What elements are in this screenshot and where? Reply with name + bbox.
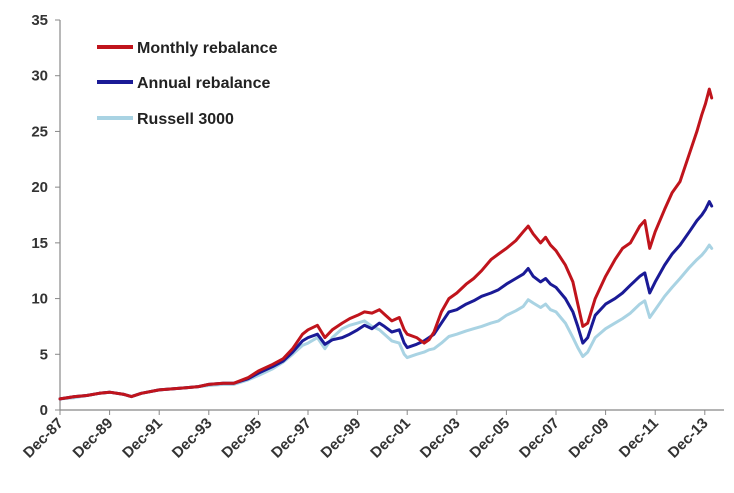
x-tick-label: Dec-05 [466, 415, 513, 462]
x-tick-label: Dec-13 [665, 415, 712, 462]
y-axis-ticks: 0 5 10 15 20 25 30 35 [31, 12, 60, 419]
x-tick-label: Dec-95 [218, 415, 265, 462]
chart-axes [59, 20, 724, 411]
x-tick-label: Dec-09 [566, 415, 613, 462]
y-tick-label: 15 [31, 235, 48, 252]
x-tick-label: Dec-03 [417, 415, 464, 462]
series-line-monthly-rebalance [58, 87, 714, 401]
chart-legend: Monthly rebalance Annual rebalance Russell… [97, 40, 278, 128]
legend-label: Monthly rebalance [137, 40, 278, 57]
y-tick-label: 10 [31, 291, 48, 308]
series-lines [58, 87, 714, 401]
x-tick-label: Dec-07 [516, 415, 563, 462]
x-tick-label: Dec-97 [268, 415, 315, 462]
y-tick-label: 25 [31, 123, 48, 140]
y-tick-label: 5 [40, 346, 48, 363]
y-tick-label: 35 [31, 12, 48, 29]
x-tick-label: Dec-89 [70, 415, 117, 462]
series-line-russell-3000 [58, 243, 714, 401]
x-tick-label: Dec-11 [616, 415, 662, 461]
x-tick-label: Dec-99 [318, 415, 365, 462]
x-tick-label: Dec-87 [20, 415, 67, 462]
legend-label: Russell 3000 [137, 111, 234, 128]
x-tick-label: Dec-01 [367, 415, 414, 462]
y-tick-label: 0 [40, 402, 48, 419]
x-axis-ticks: Dec-87 Dec-89 Dec-91 Dec-93 Dec-95 Dec-97 Dec-… [20, 410, 712, 462]
series-line-annual-rebalance [58, 200, 714, 401]
x-tick-label: Dec-93 [169, 415, 216, 462]
x-tick-label: Dec-91 [119, 415, 166, 462]
y-tick-label: 20 [31, 179, 48, 196]
y-tick-label: 30 [31, 68, 48, 85]
legend-label: Annual rebalance [137, 75, 270, 92]
